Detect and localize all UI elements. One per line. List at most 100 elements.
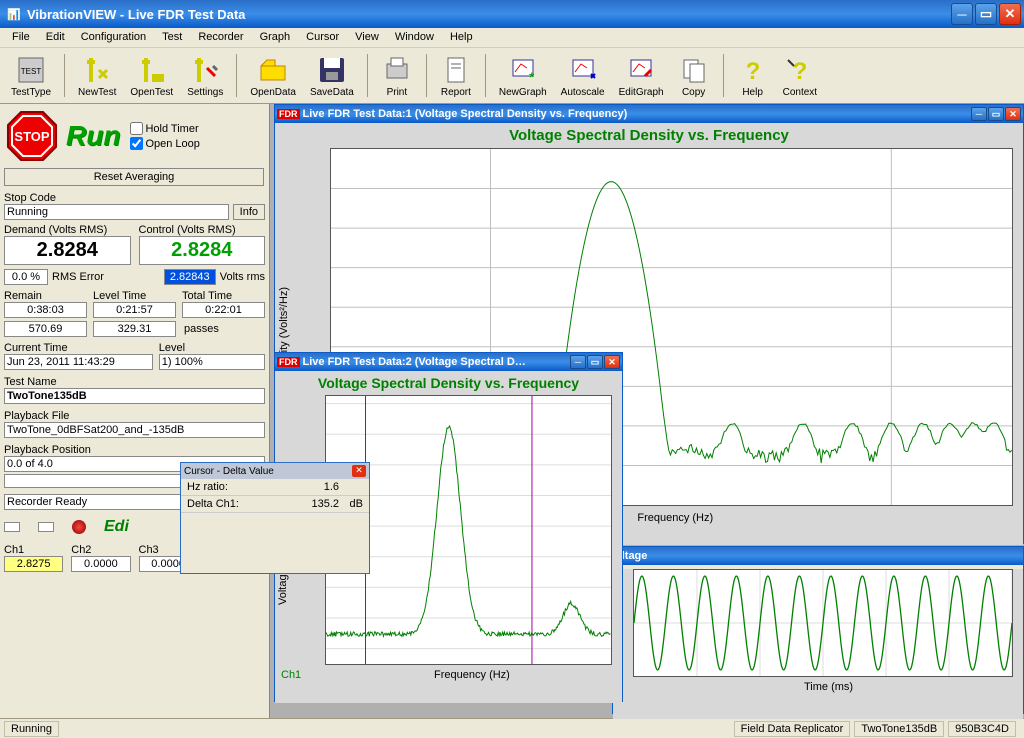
menu-window[interactable]: Window xyxy=(387,28,442,47)
toolbar-opentest[interactable]: OpenTest xyxy=(123,50,180,101)
control-value: 2.8284 xyxy=(139,236,266,265)
toolbar: TESTTestType NewTestOpenTestSettings OpenD… xyxy=(0,48,1024,104)
toolbar-help[interactable]: ?Help xyxy=(730,50,776,101)
toolbar-editgraph[interactable]: EditGraph xyxy=(612,50,671,101)
status-test: TwoTone135dB xyxy=(854,721,944,737)
leveltime-label: Level Time xyxy=(93,290,176,302)
fdr-badge-2: FDR xyxy=(277,357,300,367)
hold-timer-checkbox[interactable]: Hold Timer xyxy=(130,122,199,135)
win1-max[interactable]: ▭ xyxy=(988,107,1004,121)
playback-file-label: Playback File xyxy=(4,410,265,422)
cursor-close[interactable]: ✕ xyxy=(352,465,366,477)
check-1[interactable] xyxy=(4,522,20,532)
close-button[interactable]: ✕ xyxy=(999,3,1021,25)
svg-text:STOP: STOP xyxy=(14,129,49,144)
app-titlebar: 📊 VibrationVIEW - Live FDR Test Data ─ ▭… xyxy=(0,0,1024,28)
cursor-title: Cursor - Delta Value xyxy=(184,466,274,477)
toolbar-settings[interactable]: Settings xyxy=(180,50,230,101)
run-button[interactable]: Run xyxy=(66,120,120,152)
rms-error-label: RMS Error xyxy=(52,271,104,283)
current-time: Jun 23, 2011 11:43:29 xyxy=(4,354,153,370)
stop-button[interactable]: STOP xyxy=(4,108,60,164)
main-area: STOP Run Hold Timer Open Loop Reset Aver… xyxy=(0,104,1024,718)
toolbar-newgraph[interactable]: *NewGraph xyxy=(492,50,554,101)
reset-averaging-button[interactable]: Reset Averaging xyxy=(4,168,264,186)
window1-title: Live FDR Test Data:1 (Voltage Spectral D… xyxy=(303,108,972,120)
win2-max[interactable]: ▭ xyxy=(587,355,603,369)
test-name-field[interactable] xyxy=(4,388,265,404)
control-reading: 2.82843 xyxy=(164,269,216,285)
win2-close[interactable]: ✕ xyxy=(604,355,620,369)
demand-label: Demand (Volts RMS) xyxy=(4,224,131,236)
win1-plot-title: Voltage Spectral Density vs. Frequency xyxy=(275,123,1023,148)
menu-view[interactable]: View xyxy=(347,28,387,47)
demand-value: 2.8284 xyxy=(4,236,131,265)
level-count: 329.31 xyxy=(93,321,176,337)
toolbar-context[interactable]: ?Context xyxy=(776,50,824,101)
menu-test[interactable]: Test xyxy=(154,28,190,47)
win3-plot[interactable]: 5060708090100 xyxy=(633,569,1013,677)
stop-code-field[interactable] xyxy=(4,204,229,220)
level-label: Level xyxy=(159,342,265,354)
toolbar-copy[interactable]: Copy xyxy=(671,50,717,101)
menu-edit[interactable]: Edit xyxy=(38,28,73,47)
maximize-button[interactable]: ▭ xyxy=(975,3,997,25)
menu-recorder[interactable]: Recorder xyxy=(190,28,251,47)
window3-title: oltage xyxy=(615,550,1021,562)
toolbar-report[interactable]: Report xyxy=(433,50,479,101)
current-time-label: Current Time xyxy=(4,342,153,354)
remain-count: 570.69 xyxy=(4,321,87,337)
open-loop-checkbox[interactable]: Open Loop xyxy=(130,137,199,150)
menu-help[interactable]: Help xyxy=(442,28,481,47)
win1-ylabel: Density (Volts²/Hz) xyxy=(278,178,290,378)
cursor-row-1: Delta Ch1:135.2dB xyxy=(181,496,369,513)
win1-min[interactable]: ─ xyxy=(971,107,987,121)
toolbar-testtype[interactable]: TESTTestType xyxy=(4,50,58,101)
cursor-dialog[interactable]: Cursor - Delta Value✕ Hz ratio:1.6 Delta… xyxy=(180,462,370,574)
toolbar-newtest[interactable]: NewTest xyxy=(71,50,123,101)
level-value: 1) 100% xyxy=(159,354,265,370)
svg-text:?: ? xyxy=(745,58,760,85)
toolbar-savedata[interactable]: SaveData xyxy=(303,50,361,101)
svg-text:TEST: TEST xyxy=(21,67,42,76)
control-unit: Volts rms xyxy=(220,271,265,283)
status-version: 950B3C4D xyxy=(948,721,1016,737)
edit-label[interactable]: Edi xyxy=(104,518,129,536)
ch1-value: 2.8275 xyxy=(4,556,63,572)
test-name-label: Test Name xyxy=(4,376,265,388)
toolbar-print[interactable]: Print xyxy=(374,50,420,101)
menu-file[interactable]: File xyxy=(4,28,38,47)
win1-close[interactable]: ✕ xyxy=(1005,107,1021,121)
ch2-value: 0.0000 xyxy=(71,556,130,572)
minimize-button[interactable]: ─ xyxy=(951,3,973,25)
ch1-label: Ch1 xyxy=(4,544,63,556)
toolbar-opendata[interactable]: OpenData xyxy=(243,50,303,101)
toolbar-autoscale[interactable]: Autoscale xyxy=(554,50,612,101)
menu-bar: File Edit Configuration Test Recorder Gr… xyxy=(0,28,1024,48)
menu-configuration[interactable]: Configuration xyxy=(73,28,154,47)
fdr-badge: FDR xyxy=(277,109,300,119)
remain-label: Remain xyxy=(4,290,87,302)
remain-value: 0:38:03 xyxy=(4,302,87,318)
win2-plot-title: Voltage Spectral Density vs. Frequency xyxy=(275,371,622,395)
menu-cursor[interactable]: Cursor xyxy=(298,28,347,47)
rms-pct: 0.0 % xyxy=(4,269,48,285)
playback-file-field[interactable] xyxy=(4,422,265,438)
leveltime-value: 0:21:57 xyxy=(93,302,176,318)
win2-channel: Ch1 xyxy=(281,669,301,681)
playback-pos-label: Playback Position xyxy=(4,444,265,456)
totaltime-value: 0:22:01 xyxy=(182,302,265,318)
totaltime-label: Total Time xyxy=(182,290,265,302)
record-indicator xyxy=(72,520,86,534)
status-bar: Running Field Data Replicator TwoTone135… xyxy=(0,718,1024,738)
status-mode: Field Data Replicator xyxy=(734,721,851,737)
info-button[interactable]: Info xyxy=(233,204,265,220)
win2-min[interactable]: ─ xyxy=(570,355,586,369)
check-2[interactable] xyxy=(38,522,54,532)
stop-code-label: Stop Code xyxy=(4,192,265,204)
graph-window-3: oltage 5060708090100 Time (ms) xyxy=(612,546,1024,714)
app-icon: 📊 xyxy=(6,6,22,22)
menu-graph[interactable]: Graph xyxy=(252,28,299,47)
svg-text:*: * xyxy=(529,69,535,85)
status-running: Running xyxy=(4,721,59,737)
